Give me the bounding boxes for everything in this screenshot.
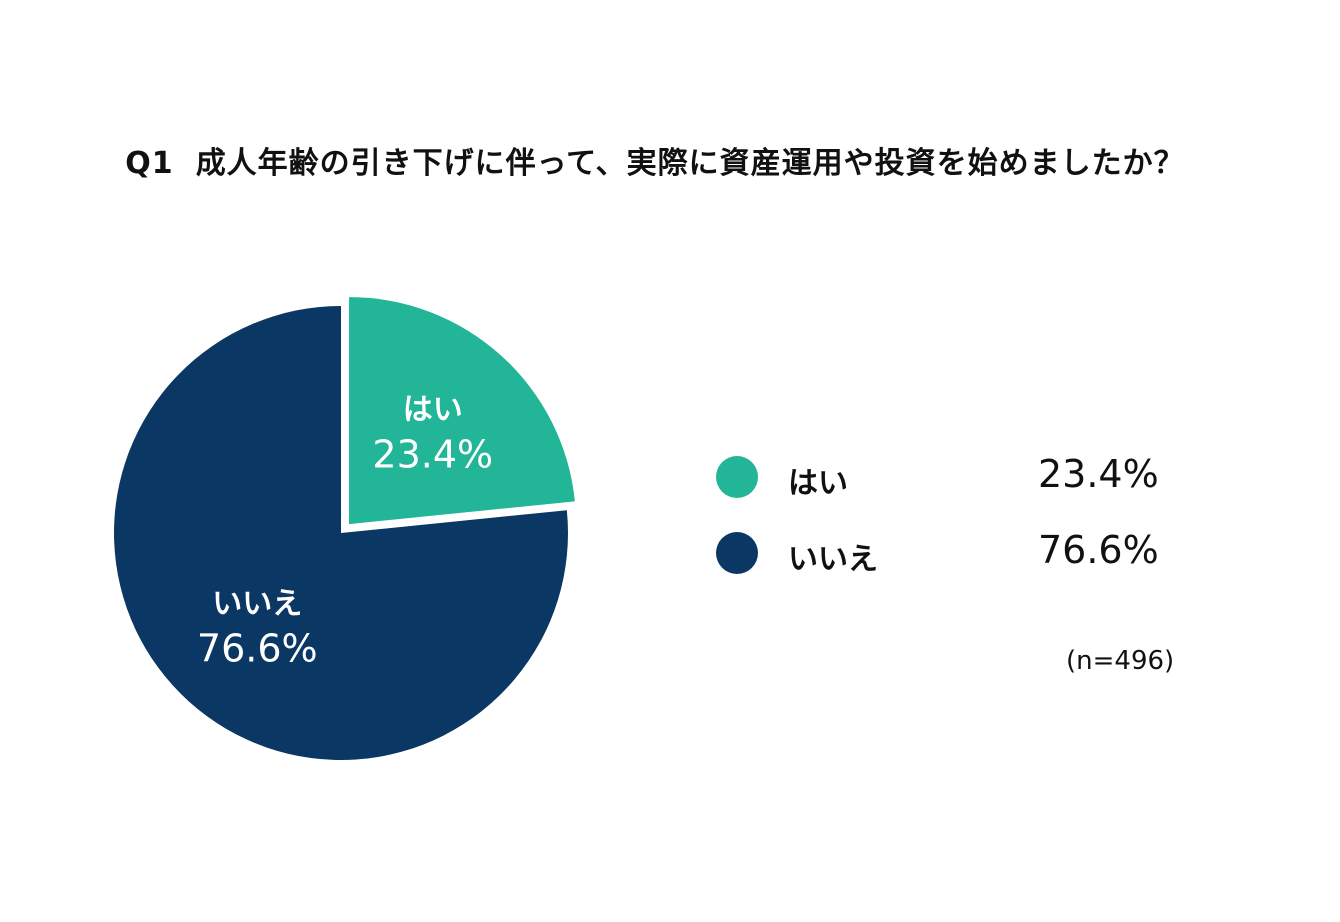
legend-value-yes: 23.4% — [1038, 452, 1159, 496]
pie-slice-yes — [349, 297, 575, 525]
question-number: Q1 — [125, 146, 174, 181]
pie-slice-no — [113, 306, 568, 760]
sample-size-note: (n=496) — [1066, 646, 1175, 676]
legend: はい 23.4% いいえ 76.6% — [716, 452, 1236, 604]
slice-value-no: 76.6% — [197, 627, 318, 671]
legend-item-no: いいえ 76.6% — [716, 528, 1236, 604]
legend-value-no: 76.6% — [1038, 528, 1159, 572]
slice-value-yes: 23.4% — [372, 432, 493, 476]
chart-title: Q1 成人年齢の引き下げに伴って、実際に資産運用や投資を始めましたか？ — [0, 138, 1310, 182]
legend-swatch-yes — [716, 456, 758, 498]
legend-swatch-no — [716, 532, 758, 574]
slice-label-no: いいえ — [212, 587, 302, 622]
slice-label-yes: はい — [403, 392, 463, 427]
legend-label-no: いいえ — [788, 542, 878, 577]
legend-item-yes: はい 23.4% — [716, 452, 1236, 528]
legend-label-yes: はい — [788, 466, 848, 501]
question-text: 成人年齢の引き下げに伴って、実際に資産運用や投資を始めましたか？ — [195, 146, 1185, 181]
